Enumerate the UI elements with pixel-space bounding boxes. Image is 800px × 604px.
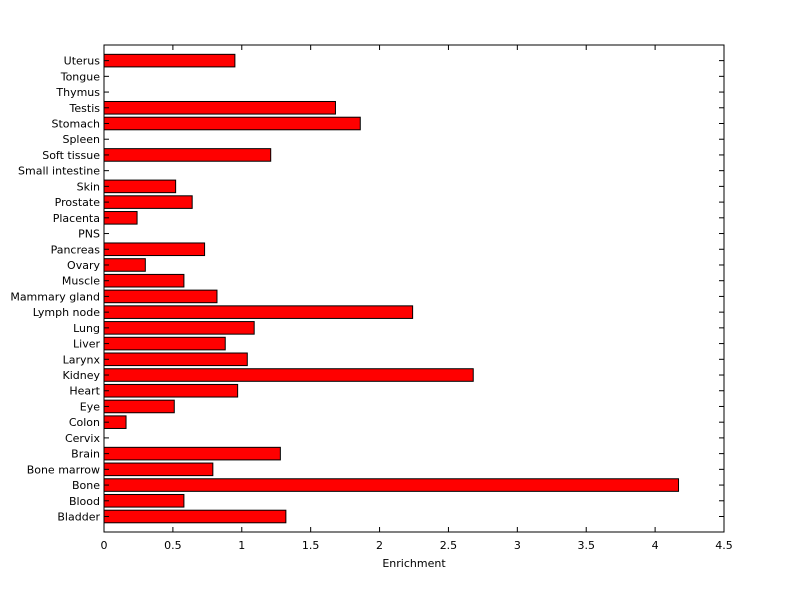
x-tick-label: 4 [652,539,659,552]
y-tick-label-ovary: Ovary [67,259,100,272]
bar-mammary-gland [103,289,218,304]
y-tick-label-bone: Bone [72,479,100,492]
y-tick-label-placenta: Placenta [53,212,100,225]
y-tick-label-skin: Skin [77,180,100,193]
y-tick-label-small-intestine: Small intestine [18,165,100,178]
y-tick-label-eye: Eye [80,400,100,413]
y-tick-label-soft-tissue: Soft tissue [42,149,100,162]
y-tick-label-pancreas: Pancreas [51,243,101,256]
bar-larynx [103,352,248,367]
y-tick-label-lymph-node: Lymph node [33,306,100,319]
plot-frame [103,44,725,533]
bar-soft-tissue [103,148,272,162]
bar-blood [103,493,185,508]
x-tick-label: 4.5 [715,539,733,552]
y-tick-label-pns: PNS [78,228,100,241]
y-tick-label-bladder: Bladder [57,511,100,524]
x-axis-label: Enrichment [382,557,446,570]
x-tick-label: 0.5 [164,539,182,552]
bar-prostate [103,195,193,209]
bar-brain [103,446,281,461]
y-tick-label-larynx: Larynx [63,353,101,366]
y-tick-label-colon: Colon [69,416,100,429]
y-tick-label-lung: Lung [73,322,100,335]
x-tick-label: 3 [514,539,521,552]
x-tick-label: 2 [376,539,383,552]
bar-kidney [103,368,474,382]
y-tick-label-bone-marrow: Bone marrow [27,463,100,476]
bar-pancreas [103,242,206,257]
y-tick-label-thymus: Thymus [55,86,100,99]
y-tick-label-heart: Heart [69,385,100,398]
bar-ovary [103,258,146,272]
bar-lymph-node [103,305,414,319]
y-tick-label-tongue: Tongue [60,70,101,83]
bar-uterus [103,53,236,68]
y-tick-label-mammary-gland: Mammary gland [10,290,100,303]
y-tick-label-muscle: Muscle [62,275,100,288]
x-tick-label: 1.5 [302,539,320,552]
bar-eye [103,399,175,414]
bar-stomach [103,116,361,131]
x-tick-label: 3.5 [577,539,595,552]
bar-muscle [103,273,185,288]
y-tick-label-kidney: Kidney [62,369,100,382]
y-tick-label-spleen: Spleen [62,133,100,146]
y-tick-label-uterus: Uterus [64,55,101,68]
bar-lung [103,321,255,335]
y-tick-label-cervix: Cervix [65,432,101,445]
bar-heart [103,383,239,398]
y-tick-label-prostate: Prostate [55,196,101,209]
y-tick-label-liver: Liver [73,338,100,351]
x-tick-label: 0 [101,539,108,552]
x-tick-label: 2.5 [440,539,458,552]
bar-bladder [103,509,287,524]
y-tick-label-blood: Blood [69,495,100,508]
bar-testis [103,100,336,115]
x-tick-label: 1 [238,539,245,552]
bar-skin [103,179,177,194]
y-tick-label-brain: Brain [71,448,100,461]
bar-liver [103,336,226,351]
bar-bone-marrow [103,462,214,477]
bar-bone [103,478,680,492]
y-tick-label-stomach: Stomach [51,118,100,131]
ticks-layer: Bladder Blood Bone Bone marrow Brain Cervix Co… [10,45,733,552]
y-tick-label-testis: Testis [69,102,101,115]
